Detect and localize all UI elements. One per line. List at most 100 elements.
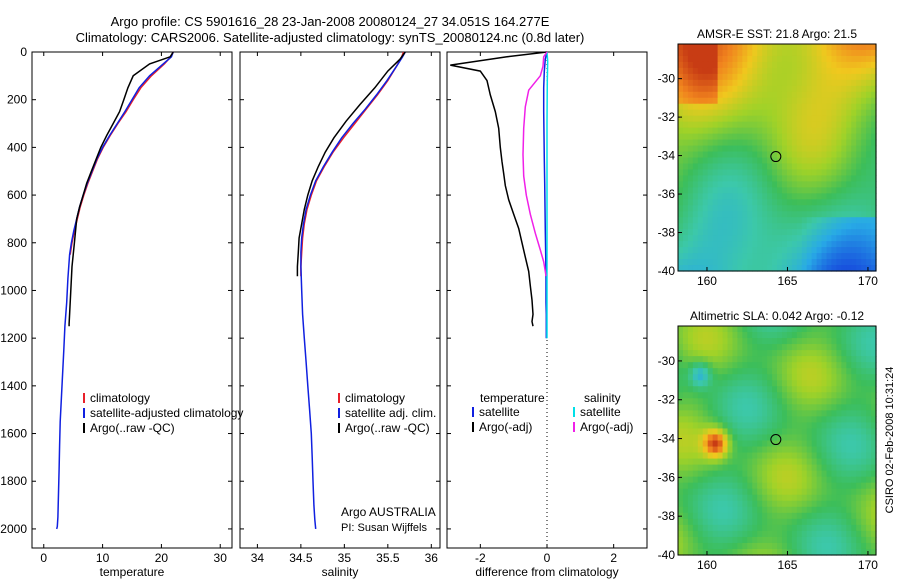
map-cell bbox=[712, 446, 719, 454]
map-cell bbox=[697, 115, 704, 123]
map-cell bbox=[811, 530, 818, 538]
map-cell bbox=[762, 518, 768, 526]
map-cell bbox=[821, 139, 828, 147]
map-cell bbox=[836, 446, 842, 454]
map-cell bbox=[702, 494, 709, 502]
map-cell bbox=[762, 73, 768, 81]
map-cell bbox=[717, 163, 724, 171]
map-cell bbox=[732, 151, 738, 159]
map-cell bbox=[811, 211, 818, 218]
map-cell bbox=[786, 452, 793, 460]
map-cell bbox=[856, 205, 862, 212]
map-cell bbox=[801, 440, 808, 448]
map-cell bbox=[697, 464, 704, 472]
map-cell bbox=[722, 44, 729, 51]
map-cell bbox=[791, 67, 798, 75]
map-cell bbox=[722, 205, 729, 212]
map-cell bbox=[856, 139, 862, 147]
map-cell bbox=[707, 193, 714, 200]
map-cell bbox=[861, 356, 867, 363]
map-cell bbox=[791, 344, 798, 351]
map-cell bbox=[697, 175, 704, 182]
map-cell bbox=[742, 205, 748, 212]
map-cell bbox=[846, 500, 852, 508]
map-cell bbox=[737, 428, 743, 436]
map-cell bbox=[712, 440, 719, 448]
map-cell bbox=[806, 434, 813, 442]
map-cell bbox=[871, 452, 877, 460]
map-cell bbox=[846, 380, 852, 387]
map-cell bbox=[767, 524, 773, 532]
map-cell bbox=[816, 181, 823, 188]
map-cell bbox=[762, 548, 768, 556]
map-cell bbox=[737, 211, 743, 218]
map-cell bbox=[831, 103, 837, 111]
map-cell bbox=[826, 500, 833, 508]
map-cell bbox=[831, 133, 837, 141]
map-cell bbox=[791, 127, 798, 135]
map-title-sla_map: Altimetric SLA: 0.042 Argo: -0.12 bbox=[690, 309, 864, 323]
map-cell bbox=[871, 205, 877, 212]
map-cell bbox=[836, 61, 842, 69]
map-cell bbox=[727, 548, 734, 556]
map-cell bbox=[678, 85, 684, 93]
map-cell bbox=[831, 368, 837, 375]
map-cell bbox=[752, 476, 758, 484]
map-cell bbox=[727, 392, 734, 399]
map-cell bbox=[841, 79, 847, 87]
map-cell bbox=[816, 175, 823, 182]
map-cell bbox=[791, 398, 798, 405]
map-cell bbox=[687, 386, 694, 393]
map-cell bbox=[861, 494, 867, 502]
map-cell bbox=[697, 542, 704, 550]
map-cell bbox=[811, 464, 818, 472]
map-cell bbox=[831, 199, 837, 206]
map-cell bbox=[717, 524, 724, 532]
map-cell bbox=[752, 374, 758, 381]
map-cell bbox=[687, 61, 694, 69]
map-cell bbox=[851, 344, 857, 351]
map-cell bbox=[781, 518, 788, 526]
map-cell bbox=[727, 464, 734, 472]
map-cell bbox=[707, 139, 714, 147]
map-cell bbox=[861, 524, 867, 532]
map-cell bbox=[841, 398, 847, 405]
map-cell bbox=[722, 404, 729, 411]
map-cell bbox=[806, 265, 813, 272]
map-cell bbox=[702, 169, 709, 177]
map-cell bbox=[697, 169, 704, 177]
map-cell bbox=[742, 211, 748, 218]
map-cell bbox=[871, 229, 877, 236]
map-cell bbox=[682, 512, 689, 520]
map-cell bbox=[727, 422, 734, 430]
map-cell bbox=[722, 127, 729, 135]
map-cell bbox=[846, 524, 852, 532]
map-cell bbox=[861, 193, 867, 200]
map-cell bbox=[851, 163, 857, 171]
map-cell bbox=[846, 434, 852, 442]
map-cell bbox=[851, 512, 857, 520]
map-cell bbox=[727, 326, 734, 333]
map-cell bbox=[687, 542, 694, 550]
map-cell bbox=[826, 374, 833, 381]
map-cell bbox=[702, 380, 709, 387]
map-frame-sla_map bbox=[677, 325, 877, 556]
map-cell bbox=[861, 380, 867, 387]
map-cell bbox=[692, 368, 699, 375]
map-cell bbox=[791, 434, 798, 442]
map-cell bbox=[811, 458, 818, 466]
map-cell bbox=[717, 416, 724, 424]
map-cell bbox=[772, 374, 778, 381]
map-cell bbox=[801, 127, 808, 135]
map-cell bbox=[702, 127, 709, 135]
map-cell bbox=[861, 404, 867, 411]
map-cell bbox=[717, 530, 724, 538]
map-cell bbox=[811, 518, 818, 526]
map-cell bbox=[727, 350, 734, 357]
map-cell bbox=[821, 103, 828, 111]
map-cell bbox=[831, 350, 837, 357]
map-cell bbox=[777, 416, 783, 424]
map-cell bbox=[801, 49, 808, 57]
map-cell bbox=[781, 247, 788, 254]
map-cell bbox=[682, 428, 689, 436]
